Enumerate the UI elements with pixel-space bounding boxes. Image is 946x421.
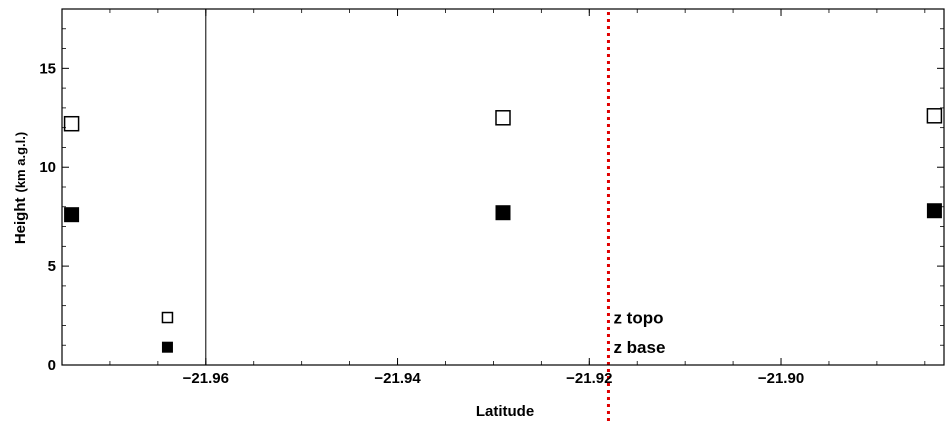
plot-area: z topo z base (63, 9, 943, 421)
x-tick-label: −21.94 (374, 370, 421, 387)
annotation-z-topo: z topo (613, 309, 663, 328)
data-point-filled-square (495, 205, 511, 221)
axes: −21.96 −21.94 −21.92 −21.90 0 5 10 15 (39, 8, 945, 387)
x-tick-label: −21.92 (566, 370, 612, 387)
y-tick-label: 5 (48, 258, 56, 275)
data-point-open-square (926, 108, 943, 124)
y-tick-label: 15 (39, 60, 56, 77)
y-axis-title-main: Height (12, 198, 29, 245)
data-point-open-square (161, 311, 174, 324)
y-axis-title: Height (km a.g.l.) (12, 132, 29, 244)
y-tick-label: 0 (48, 357, 56, 374)
data-point-filled-square (161, 341, 173, 353)
annotation-z-base: z base (613, 338, 665, 357)
y-axis-title-unit: (km a.g.l.) (13, 132, 28, 193)
x-tick-label: −21.90 (758, 370, 804, 387)
y-tick-label: 10 (39, 159, 56, 176)
data-point-open-square (495, 110, 511, 126)
data-point-filled-square (926, 203, 942, 219)
x-tick-label: −21.96 (183, 370, 229, 387)
data-point-filled-square (64, 207, 80, 223)
x-axis-title: Latitude (476, 403, 534, 420)
data-point-open-square (63, 115, 80, 132)
plot-frame (61, 8, 945, 366)
